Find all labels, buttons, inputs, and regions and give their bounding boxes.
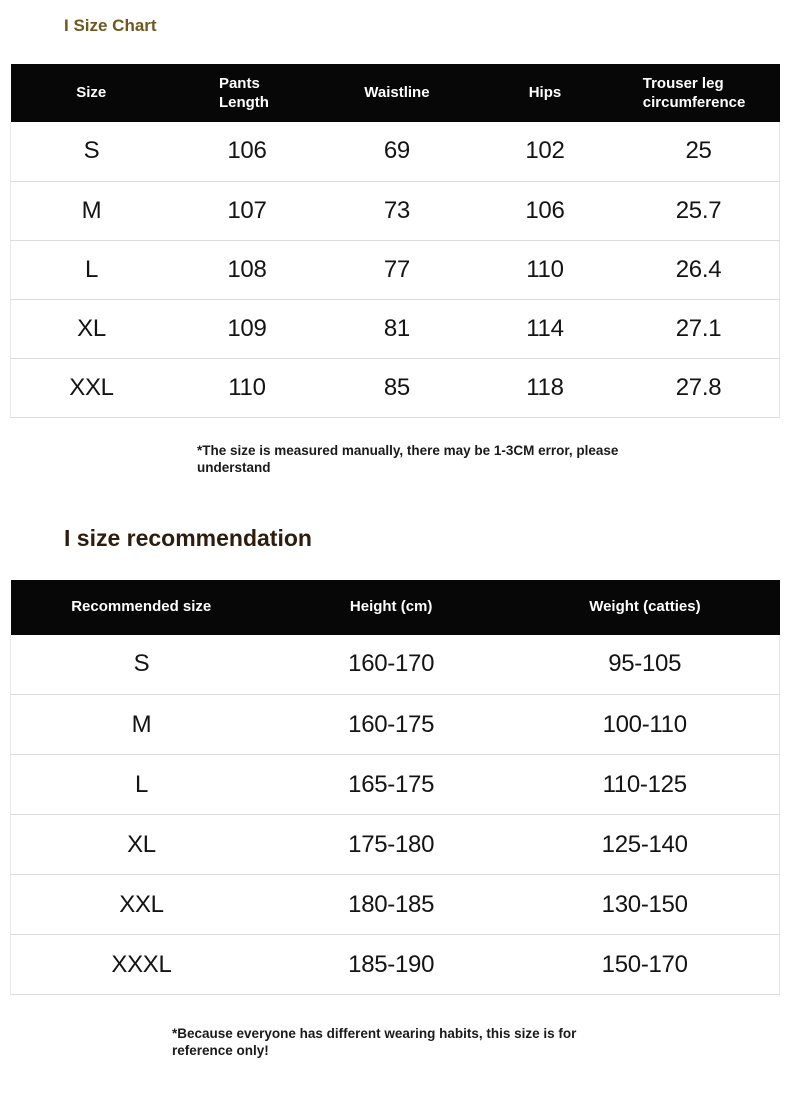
table-cell: S: [9, 122, 172, 182]
table-row-l: L 108 77 110 26.4: [9, 240, 780, 300]
table-cell: 81: [321, 299, 472, 359]
table-cell: 27.1: [618, 299, 780, 359]
table-cell: XL: [9, 299, 172, 359]
table-cell: XXXL: [9, 934, 272, 995]
recommendation-table: Recommended size Height (cm) Weight (cat…: [9, 579, 781, 995]
table-cell: 150-170: [510, 934, 781, 995]
table-cell: 27.8: [618, 358, 780, 418]
table-cell: XXL: [9, 358, 172, 418]
table-cell: S: [9, 634, 272, 695]
table-cell: 25.7: [618, 181, 780, 241]
table-cell: 85: [321, 358, 472, 418]
size-chart-header-row: Size Pants Length Waistline Hips Trouser…: [10, 64, 780, 122]
table-cell: 77: [321, 240, 472, 300]
table-cell: L: [9, 754, 272, 815]
table-cell: 100-110: [510, 694, 781, 755]
header-cell-trouser-leg: Trouser leg circumference: [642, 74, 746, 112]
table-cell: 108: [171, 240, 322, 300]
table-cell: 102: [471, 122, 618, 182]
table-cell: 109: [171, 299, 322, 359]
table-row-m: M 160-175 100-110: [9, 694, 781, 755]
header-cell-height: Height (cm): [349, 598, 433, 616]
table-cell: M: [9, 694, 272, 755]
size-chart-table: Size Pants Length Waistline Hips Trouser…: [9, 64, 780, 418]
table-cell: 110-125: [510, 754, 781, 815]
table-row-m: M 107 73 106 25.7: [9, 181, 780, 241]
header-cell-size: Size: [76, 84, 107, 102]
table-row-xxl: XXL 110 85 118 27.8: [9, 358, 780, 418]
table-cell: 25: [618, 122, 780, 182]
size-chart-note: *The size is measured manually, there ma…: [197, 442, 619, 475]
table-row-s: S 106 69 102 25: [9, 122, 780, 182]
table-cell: 69: [321, 122, 472, 182]
header-cell-waistline: Waistline: [364, 84, 430, 102]
header-cell-hips: Hips: [528, 84, 562, 102]
table-cell: XL: [9, 814, 272, 875]
table-row-s: S 160-170 95-105: [9, 634, 781, 695]
table-cell: M: [9, 181, 172, 241]
table-cell: 118: [471, 358, 618, 418]
size-chart-title: I Size Chart: [64, 16, 157, 35]
recommendation-title: I size recommendation: [64, 524, 312, 551]
recommendation-note: *Because everyone has different wearing …: [172, 1026, 577, 1058]
table-row-l: L 165-175 110-125: [9, 754, 781, 815]
header-cell-weight: Weight (catties): [589, 598, 701, 616]
table-cell: 160-170: [271, 634, 511, 695]
table-cell: 160-175: [271, 694, 511, 755]
table-row-xl: XL 109 81 114 27.1: [9, 299, 780, 359]
table-cell: 175-180: [271, 814, 511, 875]
table-cell: 110: [471, 240, 618, 300]
table-cell: 185-190: [271, 934, 511, 995]
table-cell: 106: [471, 181, 618, 241]
table-cell: 73: [321, 181, 472, 241]
header-cell-pants-length: Pants Length: [218, 74, 269, 112]
table-cell: 107: [171, 181, 322, 241]
table-row-xxxl: XXXL 185-190 150-170: [9, 934, 781, 995]
size-chart-page: I Size Chart Size Pants Length Waistline…: [0, 15, 790, 1059]
table-cell: L: [9, 240, 172, 300]
table-cell: 180-185: [271, 874, 511, 935]
recommendation-header-row: Recommended size Height (cm) Weight (cat…: [10, 579, 780, 635]
table-cell: 165-175: [271, 754, 511, 815]
table-cell: 114: [471, 299, 618, 359]
table-cell: 26.4: [618, 240, 780, 300]
table-cell: 125-140: [510, 814, 781, 875]
table-row-xl: XL 175-180 125-140: [9, 814, 781, 875]
table-row-xxl: XXL 180-185 130-150: [9, 874, 781, 935]
table-cell: 95-105: [510, 634, 781, 695]
table-cell: 130-150: [510, 874, 781, 935]
header-cell-recommended-size: Recommended size: [71, 598, 212, 616]
table-cell: 106: [171, 122, 322, 182]
table-cell: 110: [171, 358, 322, 418]
table-cell: XXL: [9, 874, 272, 935]
